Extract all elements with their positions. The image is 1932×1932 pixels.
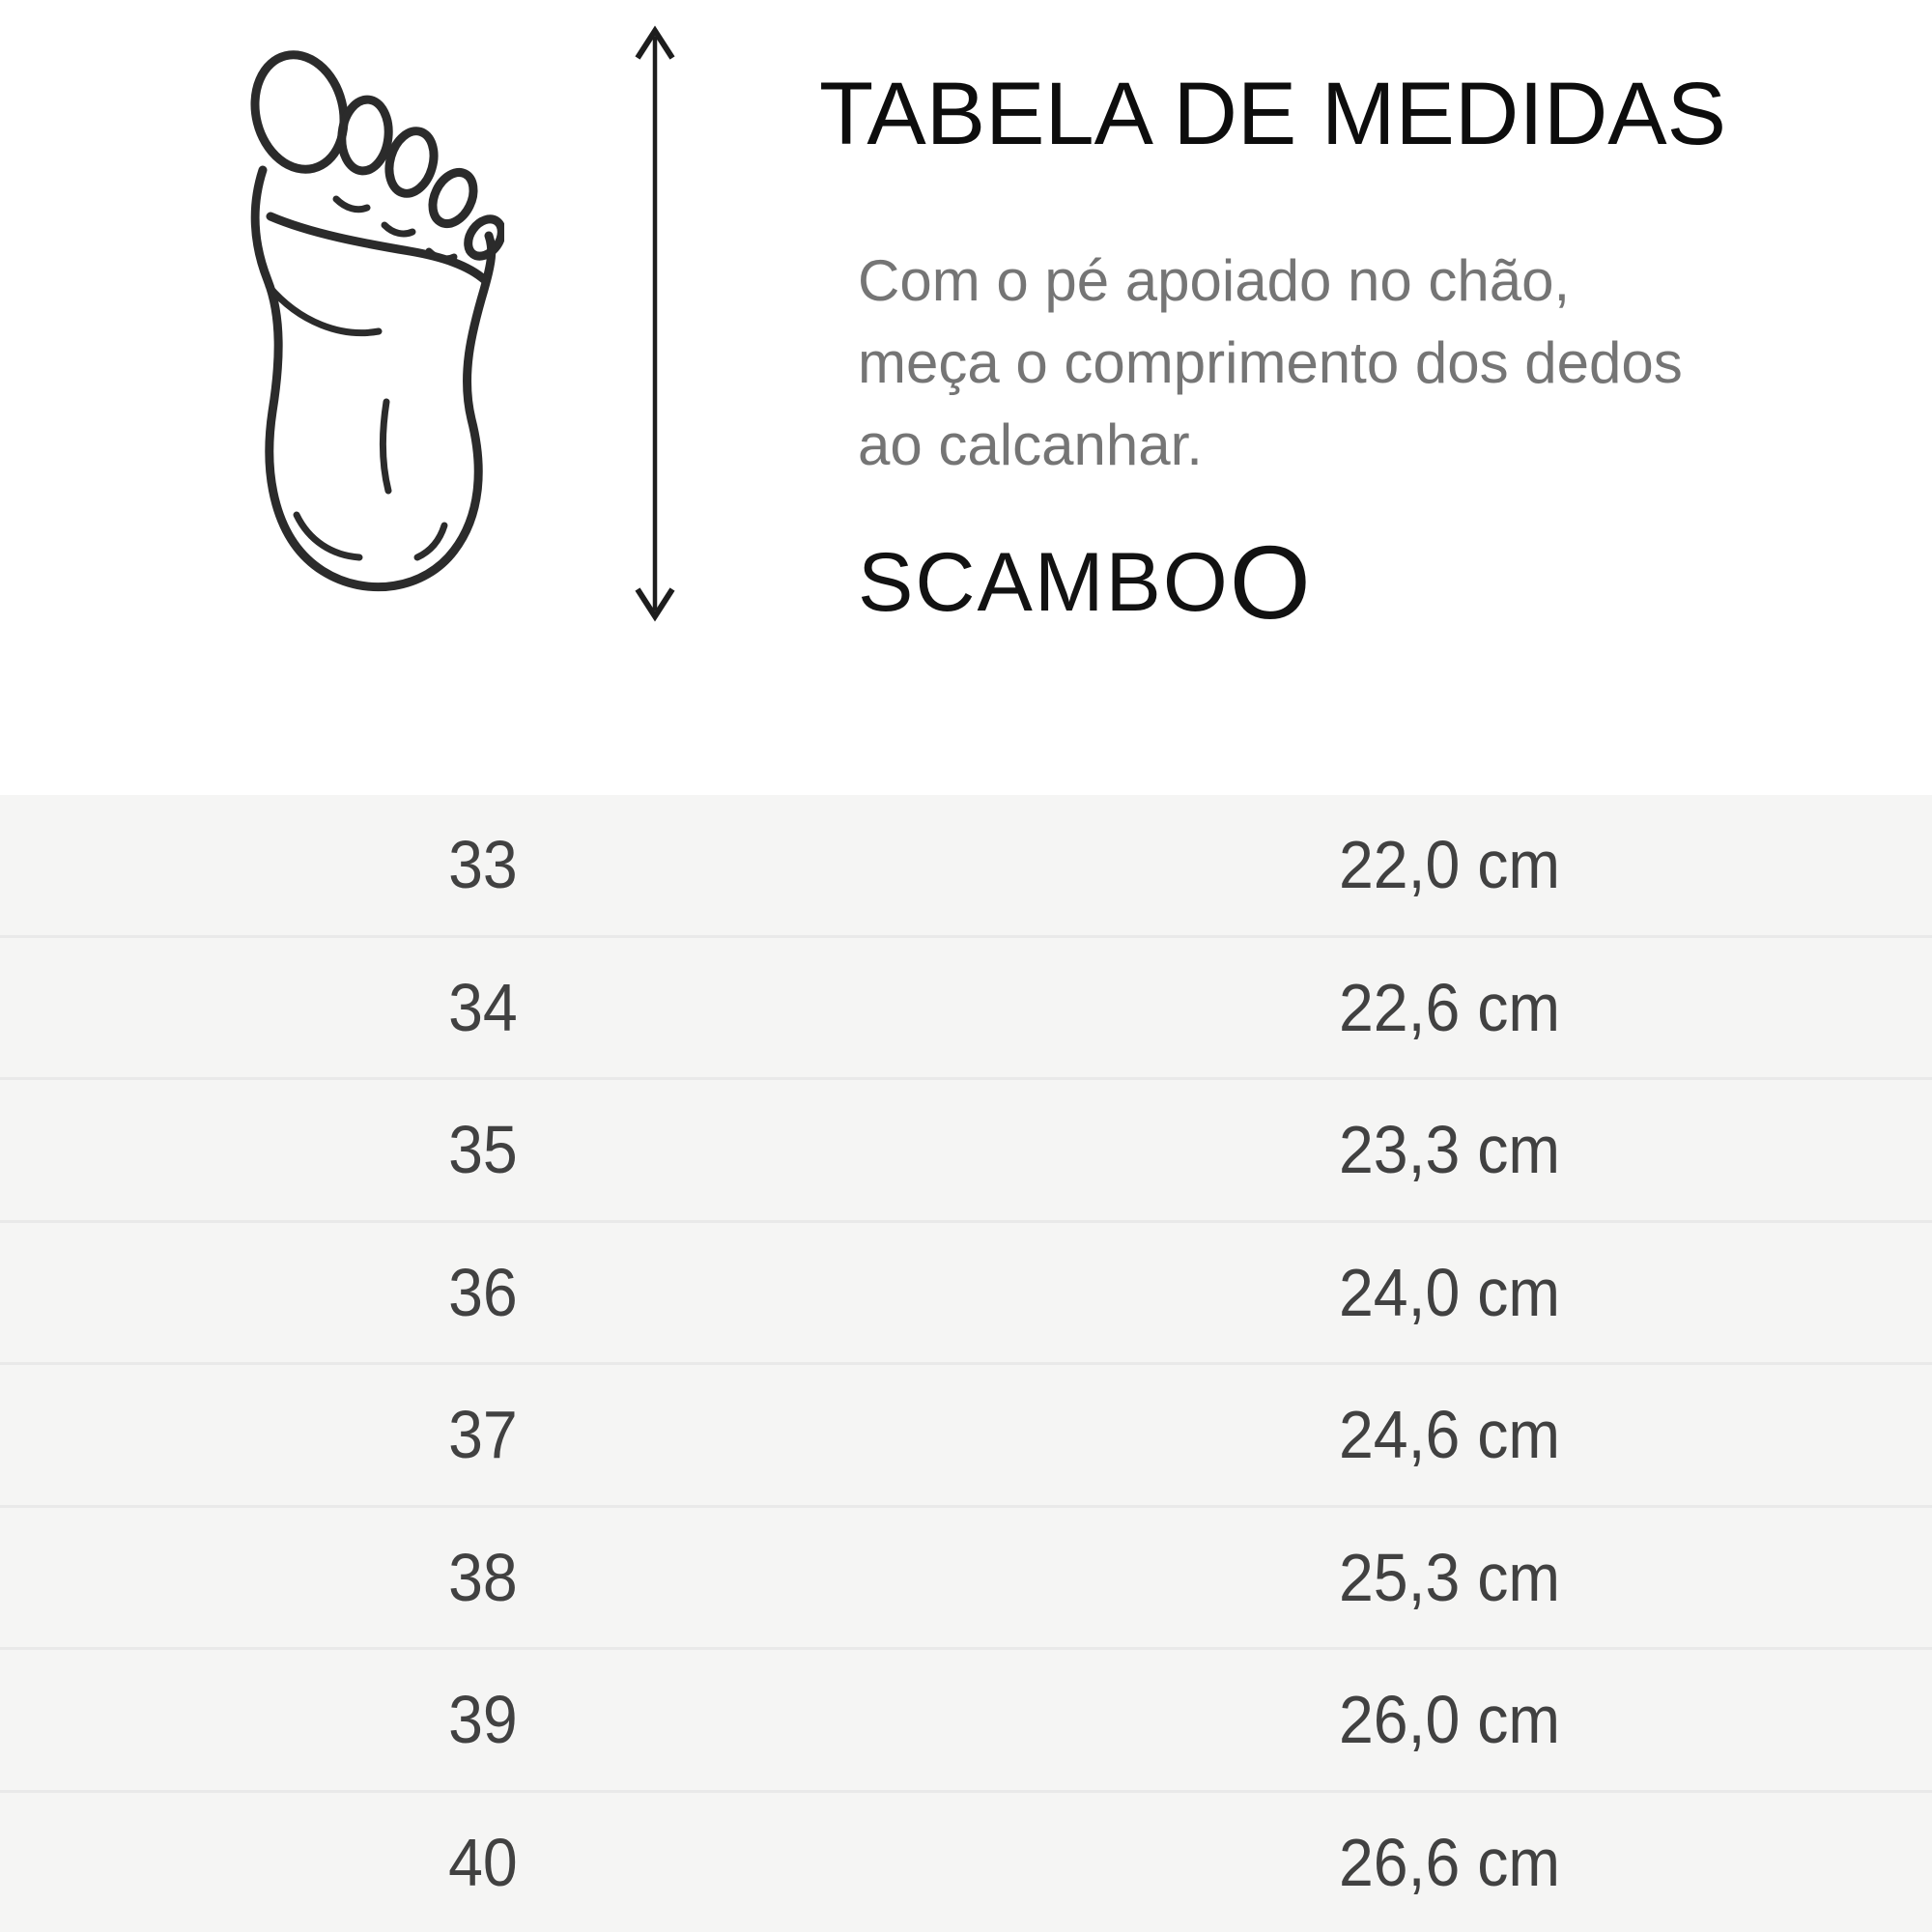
page-title: TABELA DE MEDIDAS xyxy=(819,65,1727,163)
brand-logo-big-o: O xyxy=(1229,524,1311,640)
instruction-line: Com o pé apoiado no chão, xyxy=(858,248,1571,313)
size-value: 37 xyxy=(448,1397,518,1473)
length-value: 26,6 cm xyxy=(1338,1824,1560,1900)
brand-logo-text: SCAMBO xyxy=(858,536,1230,629)
foot-sole-icon xyxy=(250,50,504,592)
table-row: 36 24,0 cm xyxy=(0,1219,1932,1362)
table-row: 35 23,3 cm xyxy=(0,1077,1932,1220)
table-row: 40 26,6 cm xyxy=(0,1789,1932,1932)
instruction-line: ao calcanhar. xyxy=(858,412,1203,477)
size-value: 38 xyxy=(448,1539,518,1615)
table-row: 38 25,3 cm xyxy=(0,1504,1932,1647)
size-value: 33 xyxy=(448,827,518,903)
table-row: 34 22,6 cm xyxy=(0,934,1932,1077)
measurement-instructions: Com o pé apoiado no chão, meça o comprim… xyxy=(858,240,1683,486)
length-value: 24,6 cm xyxy=(1338,1397,1560,1473)
size-value: 35 xyxy=(448,1112,518,1188)
size-table: 33 22,0 cm 34 22,6 cm 35 23,3 cm 36 24,0… xyxy=(0,795,1932,1932)
vertical-measure-arrow-icon xyxy=(635,25,675,622)
length-value: 22,6 cm xyxy=(1338,969,1560,1045)
table-row: 39 26,0 cm xyxy=(0,1647,1932,1790)
size-value: 36 xyxy=(448,1254,518,1330)
length-value: 25,3 cm xyxy=(1338,1539,1560,1615)
length-value: 23,3 cm xyxy=(1338,1112,1560,1188)
length-value: 22,0 cm xyxy=(1338,827,1560,903)
size-value: 34 xyxy=(448,969,518,1045)
instruction-line: meça o comprimento dos dedos xyxy=(858,330,1683,395)
size-value: 39 xyxy=(448,1682,518,1758)
table-row: 33 22,0 cm xyxy=(0,795,1932,935)
length-value: 24,0 cm xyxy=(1338,1254,1560,1330)
table-row: 37 24,6 cm xyxy=(0,1362,1932,1505)
brand-logo: SCAMBOO xyxy=(858,522,1311,642)
size-value: 40 xyxy=(448,1824,518,1900)
length-value: 26,0 cm xyxy=(1338,1682,1560,1758)
